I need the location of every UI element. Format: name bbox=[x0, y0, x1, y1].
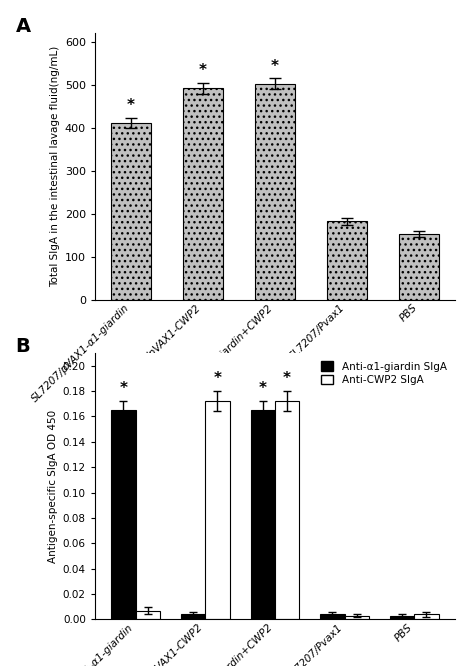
Y-axis label: Total SIgA in the intestinal lavage fluid(ng/mL): Total SIgA in the intestinal lavage flui… bbox=[50, 46, 61, 287]
Bar bbox=[205, 401, 229, 619]
Bar bbox=[345, 615, 369, 619]
Legend: Anti-α1-giardin SIgA, Anti-CWP2 SIgA: Anti-α1-giardin SIgA, Anti-CWP2 SIgA bbox=[318, 358, 450, 388]
Text: *: * bbox=[199, 63, 207, 79]
Y-axis label: Antigen-specific SIgA OD 450: Antigen-specific SIgA OD 450 bbox=[48, 410, 58, 563]
Bar bbox=[111, 123, 151, 300]
Text: *: * bbox=[283, 371, 291, 386]
Bar bbox=[111, 410, 136, 619]
Bar bbox=[414, 614, 438, 619]
Bar bbox=[390, 615, 414, 619]
Bar bbox=[327, 221, 367, 300]
Bar bbox=[320, 614, 345, 619]
Text: *: * bbox=[271, 59, 279, 74]
Text: *: * bbox=[119, 381, 128, 396]
Bar bbox=[251, 410, 275, 619]
Text: *: * bbox=[259, 381, 267, 396]
Bar bbox=[399, 234, 438, 300]
Text: *: * bbox=[213, 371, 221, 386]
Text: *: * bbox=[127, 98, 135, 113]
Bar bbox=[136, 611, 160, 619]
Bar bbox=[183, 89, 223, 300]
Bar bbox=[181, 614, 205, 619]
Bar bbox=[255, 83, 295, 300]
Text: A: A bbox=[16, 17, 31, 37]
Bar bbox=[275, 401, 299, 619]
Text: B: B bbox=[16, 337, 30, 356]
